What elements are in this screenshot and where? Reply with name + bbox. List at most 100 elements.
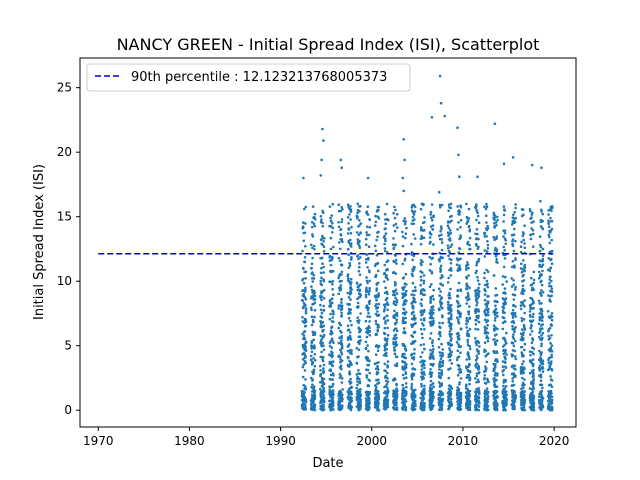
data-point [441,359,445,363]
data-point [374,367,378,371]
data-point [486,300,490,303]
data-point [411,219,415,222]
data-point [439,382,442,386]
data-point [386,319,390,322]
data-point [374,214,377,218]
data-point [347,316,351,320]
data-point [523,269,526,273]
data-point [368,279,372,283]
data-point [300,298,304,302]
data-point [412,403,416,407]
data-point [429,368,432,371]
data-point [523,367,526,371]
data-point [340,406,343,410]
data-point [386,386,389,390]
data-point [431,305,435,308]
data-point [340,353,344,356]
data-point [486,408,490,412]
data-point [467,266,470,270]
data-point [539,407,543,411]
data-point [320,344,324,348]
data-point [502,384,505,388]
data-point [483,293,487,296]
data-point [529,296,532,300]
data-point [328,259,332,263]
data-point [503,360,507,364]
data-point [548,326,552,330]
data-point [401,391,405,394]
data-point [449,245,452,248]
data-point [404,311,408,314]
data-point [357,326,361,330]
data-point [374,249,378,253]
data-point [486,331,490,335]
data-point [475,209,479,212]
data-point [423,289,426,292]
data-point [364,237,368,241]
data-point [386,388,390,392]
data-point [385,202,389,206]
data-point [485,391,488,394]
data-point [456,305,460,308]
data-point [367,233,371,237]
data-point [401,262,405,266]
data-point [376,215,380,218]
data-point [365,210,369,213]
data-point [303,207,306,211]
data-point [320,316,324,319]
data-point [394,394,398,397]
data-point [467,373,471,377]
data-point [530,382,533,386]
data-point [540,383,543,387]
data-point [447,254,450,257]
data-point [439,205,442,209]
data-point [538,265,541,268]
data-point [358,246,362,249]
data-point [511,244,515,248]
data-point [331,222,334,225]
data-point [340,218,344,221]
data-point [549,275,552,279]
data-point [447,246,450,250]
data-point [541,257,544,261]
data-point [468,399,472,403]
data-point [432,390,435,394]
data-point [419,396,423,400]
data-point [549,393,552,396]
data-point [395,262,398,265]
data-point [365,231,368,234]
data-point [438,234,441,237]
data-point [340,367,343,371]
data-point [365,306,369,310]
data-point [474,337,477,340]
data-point [466,319,469,323]
data-point [530,369,534,373]
data-point [502,349,506,353]
data-point [483,408,487,412]
data-point [511,260,515,263]
data-point [531,337,535,341]
data-point [538,259,541,262]
data-point [475,304,479,307]
data-point [511,377,514,380]
data-point [464,296,468,299]
data-point [404,272,408,276]
data-point [431,341,434,345]
data-point [548,366,551,369]
data-point [485,221,488,224]
data-point [529,333,532,336]
data-point [419,318,423,321]
data-point [332,404,335,407]
data-point [404,236,407,240]
data-point [421,351,424,354]
data-point [520,319,524,323]
data-point [501,400,504,404]
data-point [349,231,353,235]
data-point [328,317,332,321]
data-point [456,331,460,335]
data-point [347,296,351,299]
data-point [483,374,487,377]
data-point [374,275,377,279]
data-point [439,354,442,357]
data-point [356,383,359,387]
